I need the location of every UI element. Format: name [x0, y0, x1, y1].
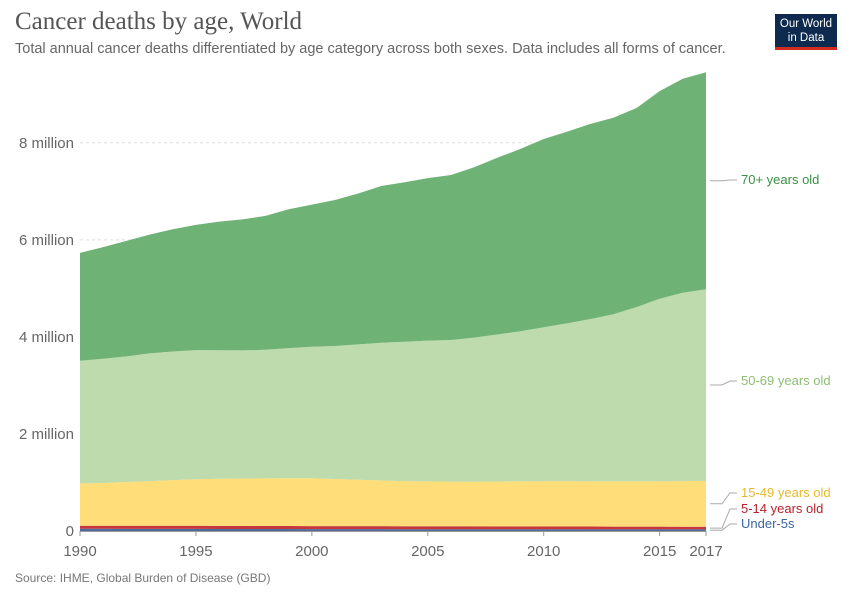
legend-connector — [710, 523, 737, 531]
source-note: Source: IHME, Global Burden of Disease (… — [15, 571, 271, 585]
chart-subtitle: Total annual cancer deaths differentiate… — [15, 41, 726, 57]
stacked-areas — [80, 72, 706, 531]
area-15-49-years-old[interactable] — [80, 478, 706, 527]
legend-label: 50-69 years old — [741, 373, 831, 388]
legend-connector — [710, 179, 737, 182]
y-tick-label: 4 million — [19, 329, 74, 346]
y-tick-label: 2 million — [19, 426, 74, 443]
area-70-years-old[interactable] — [80, 72, 706, 361]
legend-label: 15-49 years old — [741, 485, 831, 500]
owid-logo[interactable]: Our World in Data — [775, 14, 837, 50]
x-tick-label: 1995 — [179, 543, 212, 560]
legend-connector — [710, 380, 737, 386]
y-axis: 0 2 million 4 million 6 million 8 million — [19, 135, 74, 540]
legend-connector — [710, 508, 737, 529]
area-50-69-years-old[interactable] — [80, 289, 706, 484]
x-tick-label: 1990 — [63, 543, 96, 560]
x-tick-label: 2000 — [295, 543, 328, 560]
area-5-14-years-old[interactable] — [80, 525, 706, 530]
x-tick-label: 2015 — [643, 543, 676, 560]
x-tick-label: 2017 — [689, 543, 722, 560]
logo-line-1: Our World — [779, 18, 833, 30]
area-under-5s[interactable] — [80, 528, 706, 531]
chart-title: Cancer deaths by age, World — [15, 8, 303, 35]
y-tick-label: 8 million — [19, 135, 74, 152]
legend-label: Under-5s — [741, 516, 795, 531]
y-tick-label: 6 million — [19, 232, 74, 249]
legend-label: 5-14 years old — [741, 501, 823, 516]
logo-line-2: in Data — [787, 32, 825, 44]
x-tick-label: 2005 — [411, 543, 444, 560]
chart-area: 0 2 million 4 million 6 million 8 million 19… — [19, 72, 831, 560]
x-tick-label: 2010 — [527, 543, 560, 560]
y-tick-label: 0 — [66, 523, 74, 540]
legend-connector — [710, 492, 737, 505]
legend-label: 70+ years old — [741, 172, 819, 187]
x-axis: 1990 1995 2000 2005 2010 2015 2017 — [63, 531, 723, 560]
